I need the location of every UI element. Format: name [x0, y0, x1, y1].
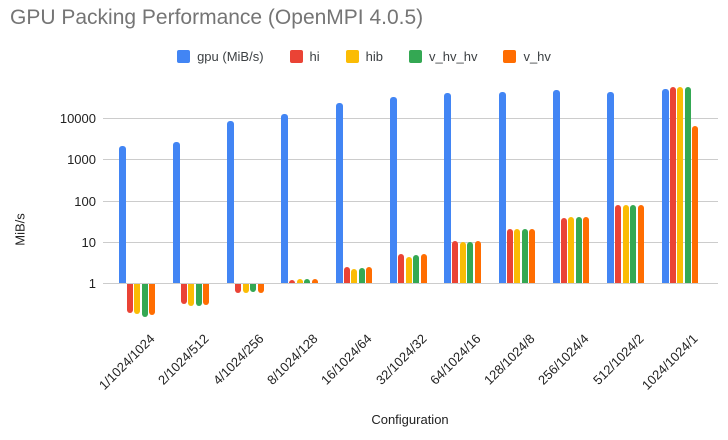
bar-v-hv-hv-1024-1024-1[interactable]	[684, 87, 691, 283]
legend-item-v-hv-hv: v_hv_hv	[409, 49, 477, 64]
bar-v-hv-256-1024-4[interactable]	[583, 217, 590, 283]
bar-gpu-mib-s-16-1024-64[interactable]	[335, 103, 343, 283]
legend-swatch-gpu-mib-s	[177, 49, 191, 63]
gridline	[103, 283, 718, 284]
bar-v-hv-hv-512-1024-2[interactable]	[630, 204, 637, 283]
bar-v-hv-hv-64-1024-16[interactable]	[467, 241, 474, 283]
chart-title: GPU Packing Performance (OpenMPI 4.0.5)	[10, 6, 424, 29]
bar-v-hv-512-1024-2[interactable]	[637, 204, 644, 283]
bar-gpu-mib-s-512-1024-2[interactable]	[607, 92, 615, 283]
bar-gpu-mib-s-256-1024-4[interactable]	[552, 90, 560, 283]
legend-label: v_hv_hv	[429, 48, 478, 64]
x-tick-label: 4/1024/256	[209, 331, 267, 388]
bar-hi-128-1024-8[interactable]	[506, 229, 513, 283]
bar-hib-128-1024-8[interactable]	[514, 228, 521, 283]
x-tick-label: 32/1024/32	[372, 331, 430, 388]
legend-label: v_hv	[523, 48, 551, 64]
bar-gpu-mib-s-128-1024-8[interactable]	[498, 92, 506, 283]
bar-v-hv-hv-16-1024-64[interactable]	[358, 268, 365, 283]
bar-hib-1-1024-1024[interactable]	[134, 284, 140, 314]
bar-v-hv-hv-4-1024-256[interactable]	[250, 284, 257, 293]
legend-label: hi	[309, 48, 320, 64]
bar-v-hv-64-1024-16[interactable]	[474, 240, 481, 283]
bar-gpu-mib-s-1-1024-1024[interactable]	[118, 146, 126, 283]
gridline	[103, 159, 718, 160]
bar-v-hv-1-1024-1024[interactable]	[149, 284, 155, 315]
bar-v-hv-hv-2-1024-512[interactable]	[195, 284, 202, 307]
bar-hib-1024-1024-1[interactable]	[677, 87, 683, 283]
bar-v-hv-8-1024-128[interactable]	[311, 279, 318, 283]
legend-swatch-hib	[345, 49, 359, 63]
y-axis-title: MiB/s	[12, 213, 28, 246]
legend-label: gpu (MiB/s)	[197, 48, 264, 64]
bar-hi-16-1024-64[interactable]	[343, 267, 350, 283]
bar-v-hv-2-1024-512[interactable]	[203, 284, 210, 305]
bar-hib-32-1024-32[interactable]	[405, 256, 412, 283]
gridline	[103, 201, 718, 202]
y-tick-label: 100	[74, 194, 96, 209]
bar-hib-256-1024-4[interactable]	[568, 217, 575, 283]
x-tick-label: 64/1024/16	[426, 331, 484, 388]
bar-gpu-mib-s-4-1024-256[interactable]	[227, 121, 235, 283]
legend: gpu (MiB/s) hi hib v_hv_hv v_hv	[0, 46, 728, 66]
bar-v-hv-16-1024-64[interactable]	[366, 267, 373, 283]
y-tick-label: 10	[81, 235, 96, 250]
bar-gpu-mib-s-32-1024-32[interactable]	[390, 96, 397, 283]
bar-v-hv-4-1024-256[interactable]	[257, 284, 264, 294]
bar-v-hv-hv-32-1024-32[interactable]	[413, 254, 419, 283]
x-tick-label: 16/1024/64	[317, 331, 375, 388]
bar-hi-512-1024-2[interactable]	[615, 205, 622, 283]
bar-hi-4-1024-256[interactable]	[235, 284, 242, 293]
bar-hib-512-1024-2[interactable]	[622, 205, 629, 283]
bar-hib-16-1024-64[interactable]	[351, 268, 358, 283]
bar-gpu-mib-s-8-1024-128[interactable]	[281, 114, 289, 283]
legend-item-gpu-mib-s: gpu (MiB/s)	[177, 48, 264, 64]
bar-hi-2-1024-512[interactable]	[180, 284, 187, 304]
bar-v-hv-1024-1024-1[interactable]	[692, 126, 698, 283]
legend-item-hi: hi	[289, 48, 320, 64]
bar-gpu-mib-s-2-1024-512[interactable]	[172, 142, 180, 283]
y-tick-label: 1000	[67, 152, 96, 167]
x-tick-label: 1/1024/1024	[95, 331, 158, 393]
x-tick-label: 8/1024/128	[263, 331, 321, 388]
legend-label: hib	[365, 48, 384, 64]
legend-item-hib: hib	[345, 48, 384, 64]
x-tick-label: 256/1024/4	[534, 331, 592, 388]
legend-item-v-hv: v_hv	[503, 48, 551, 64]
bar-hib-8-1024-128[interactable]	[296, 279, 303, 283]
gridline	[103, 242, 718, 243]
x-axis-title: Configuration	[371, 412, 449, 427]
bar-gpu-mib-s-1024-1024-1[interactable]	[661, 89, 669, 283]
bar-hi-1-1024-1024[interactable]	[126, 284, 133, 313]
bar-v-hv-hv-128-1024-8[interactable]	[521, 229, 528, 283]
bar-v-hv-hv-256-1024-4[interactable]	[575, 217, 582, 283]
x-tick-label: 1024/1024/1	[638, 331, 701, 393]
legend-swatch-v-hv-hv	[409, 49, 423, 63]
x-tick-label: 2/1024/512	[154, 331, 212, 388]
bar-hi-32-1024-32[interactable]	[398, 254, 404, 283]
bar-v-hv-32-1024-32[interactable]	[420, 254, 427, 283]
bar-hib-2-1024-512[interactable]	[188, 284, 195, 306]
bar-hib-4-1024-256[interactable]	[242, 284, 249, 294]
x-tick-label: 512/1024/2	[589, 331, 647, 388]
x-tick-label: 128/1024/8	[480, 331, 538, 388]
bar-hi-64-1024-16[interactable]	[452, 240, 459, 283]
bar-v-hv-hv-1-1024-1024[interactable]	[141, 284, 148, 317]
y-tick-label: 10000	[59, 111, 96, 126]
bar-hi-256-1024-4[interactable]	[560, 217, 567, 283]
bar-gpu-mib-s-64-1024-16[interactable]	[444, 92, 452, 283]
bar-v-hv-hv-8-1024-128[interactable]	[304, 279, 311, 283]
legend-swatch-hi	[289, 49, 303, 63]
bar-hi-8-1024-128[interactable]	[289, 279, 296, 283]
gridline	[103, 118, 718, 119]
y-tick-label: 1	[88, 276, 96, 291]
bar-hi-1024-1024-1[interactable]	[669, 87, 676, 283]
bar-hib-64-1024-16[interactable]	[459, 241, 466, 283]
legend-swatch-v-hv	[503, 49, 517, 63]
bar-v-hv-128-1024-8[interactable]	[529, 229, 536, 283]
